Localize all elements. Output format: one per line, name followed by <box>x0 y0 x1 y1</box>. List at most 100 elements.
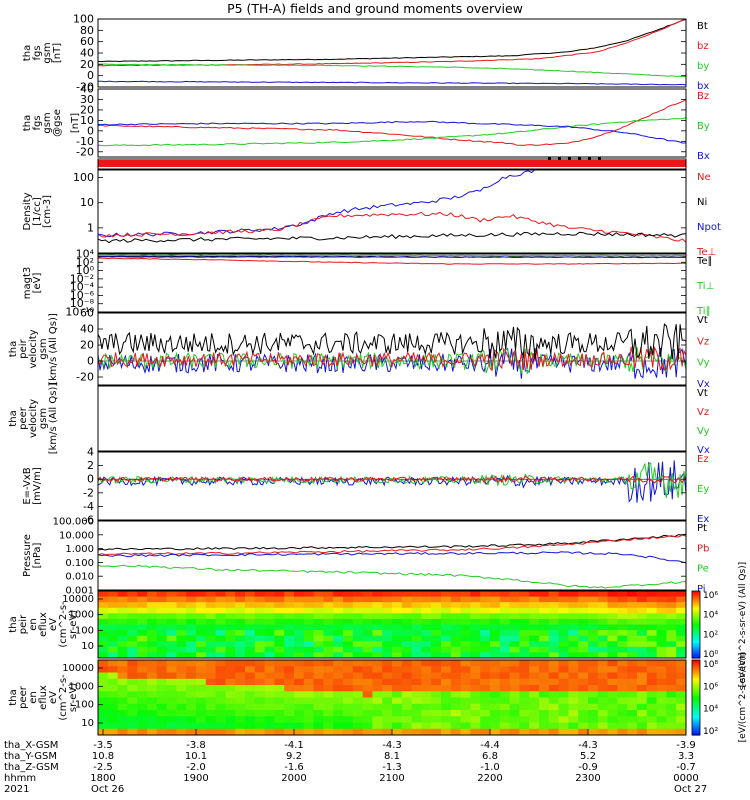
spectrogram-cell <box>646 646 658 653</box>
spectrogram-cell <box>509 641 520 648</box>
spectrogram-cell <box>225 685 236 692</box>
spectrogram-cell <box>676 722 686 730</box>
spectrogram-cell <box>470 660 481 667</box>
spectrogram-cell <box>421 697 432 705</box>
spectrogram-cell <box>372 613 383 620</box>
spectrogram-cell <box>676 716 686 724</box>
spectrogram-cell <box>509 697 520 705</box>
spectrogram-cell <box>294 691 305 699</box>
y-tick-label: 100.000 <box>53 517 94 528</box>
spectrogram-cell <box>607 703 618 711</box>
spectrogram-cell <box>617 728 628 735</box>
spectrogram-cell <box>245 624 256 631</box>
spectrogram-cell <box>568 716 579 724</box>
spectrogram-cell <box>431 691 442 699</box>
spectrogram-cell <box>411 630 422 637</box>
spectrogram-cell <box>117 591 128 598</box>
spectrogram-cell <box>303 672 315 680</box>
spectrogram-cell <box>637 602 648 609</box>
colorbar-cell <box>692 602 700 605</box>
spectrogram-cell <box>156 646 168 653</box>
spectrogram-cell <box>323 630 334 637</box>
spectrogram-cell <box>323 678 334 686</box>
spectrogram-cell <box>323 602 334 609</box>
y-axis-label: sr-eV) <box>68 683 79 712</box>
y-tick-label: 60 <box>80 35 94 48</box>
spectrogram-cell <box>588 596 599 603</box>
spectrogram-cell <box>323 685 334 692</box>
spectrogram-cell <box>323 624 334 631</box>
spectrogram-cell <box>107 641 119 648</box>
spectrogram-cell <box>254 716 266 724</box>
colorbar-cell <box>692 718 700 721</box>
spectrogram-cell <box>392 613 403 620</box>
spectrogram-cell <box>578 697 589 705</box>
spectrogram-cell <box>450 672 462 680</box>
spectrogram-cell <box>303 660 315 667</box>
spectrogram-cell <box>646 678 658 686</box>
spectrogram-cell <box>362 728 373 735</box>
spectrogram-cell <box>196 728 207 735</box>
spectrogram-cell <box>352 602 364 609</box>
y-tick-label: -20 <box>76 145 94 158</box>
y-tick-label: 10000 <box>62 594 94 605</box>
spectrogram-cell <box>333 672 344 680</box>
spectrogram-cell <box>509 613 520 620</box>
spectrogram-cell <box>352 678 364 686</box>
spectrogram-cell <box>607 691 618 699</box>
colorbar-cell <box>692 627 700 631</box>
spectrogram-cell <box>176 685 187 692</box>
spectrogram-cell <box>245 602 256 609</box>
spectrogram-cell <box>480 591 491 598</box>
spectrogram-cell <box>186 728 197 735</box>
spectrogram-cell <box>303 641 315 648</box>
legend-label: bz <box>697 41 709 52</box>
spectrogram-cell <box>294 618 305 626</box>
spectrogram-cell <box>156 624 168 631</box>
colorbar-cell <box>692 596 700 599</box>
y-axis-label: [cm-3] <box>42 195 53 228</box>
spectrogram-cell <box>519 685 530 692</box>
spectrogram-cell <box>431 607 442 614</box>
spectrogram-cell <box>382 596 393 603</box>
spectrogram-cell <box>362 596 373 603</box>
spectrogram-cell <box>284 624 295 631</box>
spectrogram-cell <box>107 691 119 699</box>
spectrogram-cell <box>470 646 481 653</box>
spectrogram-cell <box>98 591 109 598</box>
colorbar-cell <box>692 701 700 704</box>
spectrogram-cell <box>215 697 226 705</box>
spectrogram-cell <box>382 666 393 674</box>
spectrogram-cell <box>352 646 364 653</box>
spectrogram-cell <box>666 624 677 631</box>
spectrogram-cell <box>392 641 403 648</box>
spectrogram-cell <box>597 624 609 631</box>
spectrogram-cell <box>460 591 471 598</box>
y-tick-label: 30 <box>80 93 94 106</box>
spectrogram-cell <box>666 646 677 653</box>
spectrogram-cell <box>441 646 452 653</box>
spectrogram-cell <box>441 613 452 620</box>
legend-label: Bx <box>697 151 710 162</box>
spectrogram-cell <box>137 607 148 614</box>
spectrogram-cell <box>137 596 148 603</box>
spectrogram-cell <box>421 630 432 637</box>
spectrogram-cell <box>362 697 373 705</box>
spectrogram-cell <box>156 697 168 705</box>
spectrogram-cell <box>450 666 462 674</box>
spectrogram-cell <box>597 728 609 735</box>
spectrogram-cell <box>205 703 217 711</box>
x-tick-label: 2000 <box>281 773 306 784</box>
spectrogram-cell <box>323 710 334 717</box>
spectrogram-cell <box>284 641 295 648</box>
colorbar-cell <box>692 609 700 612</box>
spectrogram-cell <box>656 652 667 658</box>
flag-tick-mark <box>578 157 581 160</box>
spectrogram-cell <box>196 630 207 637</box>
spectrogram-cell <box>588 660 599 667</box>
spectrogram-cell <box>127 672 138 680</box>
spectrogram-cell <box>127 703 138 711</box>
spectrogram-cell <box>529 602 540 609</box>
spectrogram-cell <box>245 630 256 637</box>
x-tick-label: 5.2 <box>580 751 596 762</box>
